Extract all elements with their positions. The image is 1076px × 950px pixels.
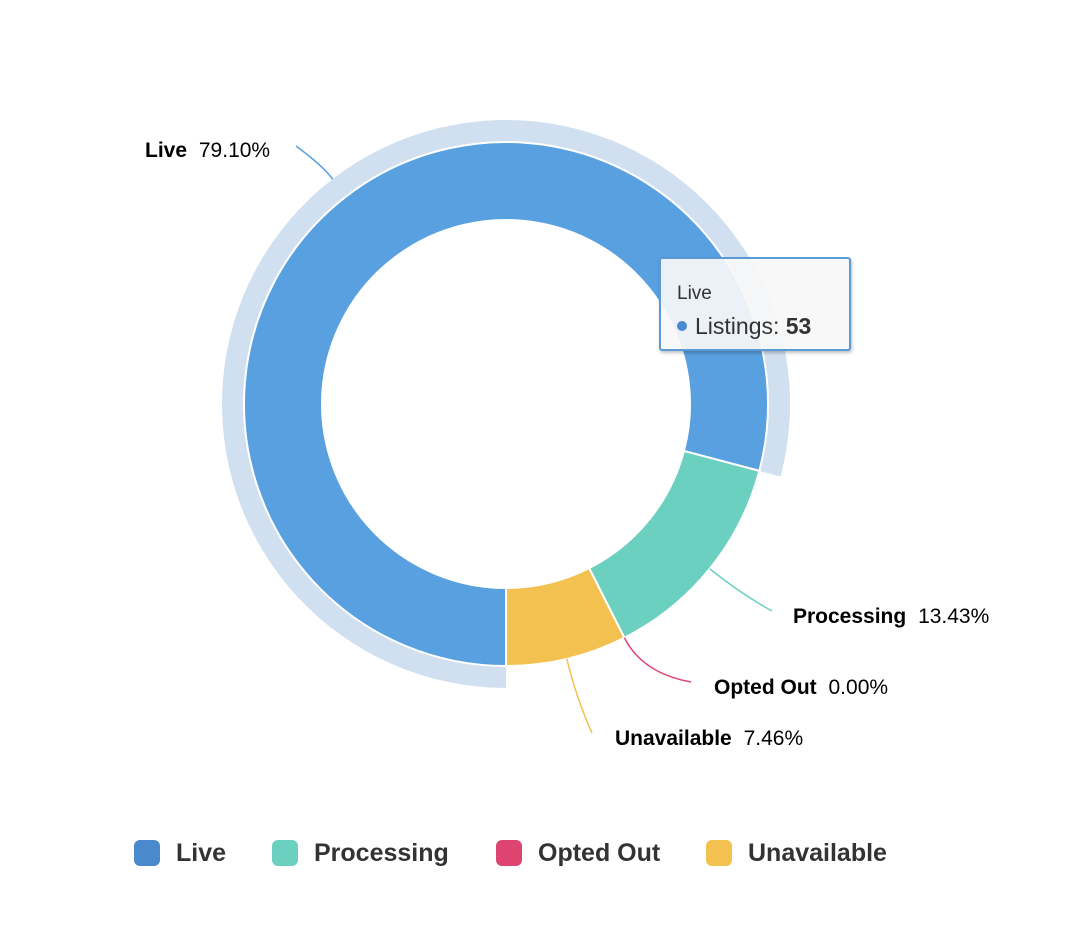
slice-unavailable[interactable] <box>505 566 626 668</box>
legend-item-live[interactable]: Live <box>134 835 226 871</box>
connector-unavailable <box>566 658 593 734</box>
tooltip-value: 53 <box>785 313 812 339</box>
connector-live <box>295 145 334 180</box>
legend-label-live: Live <box>176 838 227 867</box>
legend-swatch-opted-out <box>496 840 522 866</box>
connector-processing <box>709 568 773 612</box>
slice-layer <box>243 141 769 668</box>
legend-item-unavailable[interactable]: Unavailable <box>706 835 887 871</box>
tooltip-series-dot <box>677 321 687 331</box>
tooltip-series-label: Listings: <box>695 313 786 339</box>
slice-processing[interactable] <box>587 449 761 640</box>
data-label-unavailable-percent: 7.46% <box>744 727 804 750</box>
hover-tooltip: Live Listings: 53 <box>659 257 851 351</box>
data-label-unavailable: Unavailable 7.46% <box>615 727 803 750</box>
data-label-opted-out-percent: 0.00% <box>829 676 889 699</box>
connector-layer <box>295 145 773 734</box>
legend-swatch-unavailable <box>706 840 732 866</box>
legend-swatch-live <box>134 840 160 866</box>
data-label-live: Live 79.10% <box>145 139 270 162</box>
chart-legend: Live Processing Opted Out Unavailable <box>0 835 1076 875</box>
data-label-opted-out: Opted Out 0.00% <box>714 676 888 699</box>
slice-live[interactable] <box>243 141 769 668</box>
tooltip-title: Live <box>677 283 712 304</box>
legend-label-processing: Processing <box>314 838 449 867</box>
data-label-opted-out-name: Opted Out <box>714 676 817 699</box>
data-label-live-percent: 79.10% <box>199 139 270 162</box>
tooltip-row: Listings: 53 <box>677 313 811 340</box>
data-label-processing: Processing 13.43% <box>793 605 989 628</box>
data-label-live-name: Live <box>145 139 187 162</box>
connector-opted-out <box>623 637 692 683</box>
legend-label-opted-out: Opted Out <box>538 838 661 867</box>
legend-item-processing[interactable]: Processing <box>272 835 449 871</box>
data-label-processing-percent: 13.43% <box>918 605 989 628</box>
legend-label-unavailable: Unavailable <box>748 838 887 867</box>
legend-swatch-processing <box>272 840 298 866</box>
data-label-unavailable-name: Unavailable <box>615 727 732 750</box>
data-label-processing-name: Processing <box>793 605 906 628</box>
legend-item-opted-out[interactable]: Opted Out <box>496 835 660 871</box>
